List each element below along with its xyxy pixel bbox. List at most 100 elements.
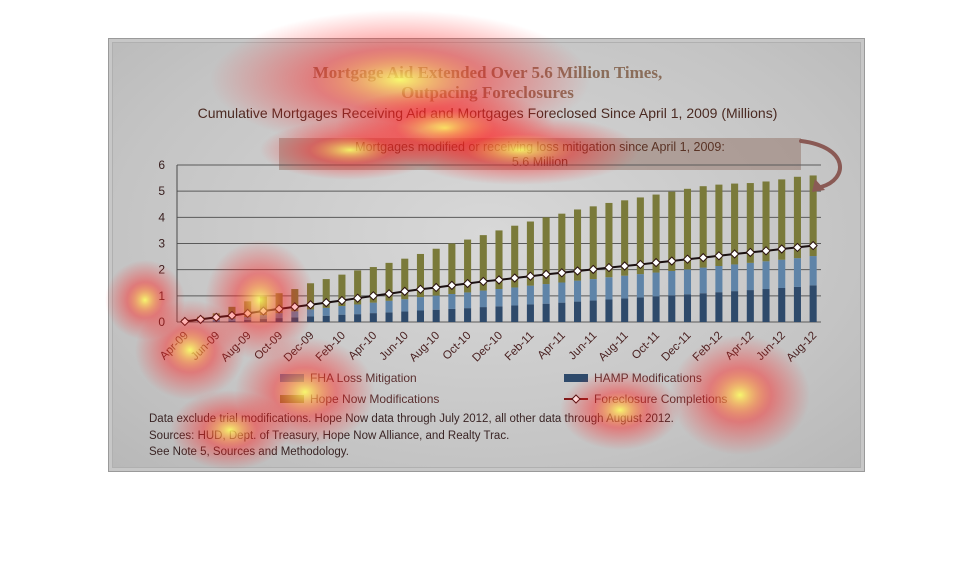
- note-methodology: See Note 5, Sources and Methodology.: [149, 446, 349, 458]
- legend-hamp-swatch: [564, 374, 588, 382]
- foreclosure-point-May-10: [384, 289, 394, 299]
- y-tick-label: 0: [158, 315, 165, 329]
- foreclosure-point-Mar-11: [541, 269, 551, 280]
- bar-fha-loss-mitigation-Feb-12: [715, 266, 723, 293]
- bar-fha-loss-mitigation-Jul-12: [793, 258, 801, 287]
- foreclosure-point-Apr-11: [557, 268, 567, 278]
- legend-foreclosure-swatch: [564, 394, 588, 404]
- x-tick-label: Jun-12: [754, 330, 787, 363]
- plot-area: 0123456Apr-09Jun-09Aug-09Oct-09Dec-09Feb…: [158, 139, 842, 365]
- bar-fha-loss-mitigation-May-11: [574, 280, 582, 302]
- foreclosure-point-May-11: [572, 266, 583, 276]
- bar-fha-loss-mitigation-Jul-10: [416, 297, 424, 311]
- foreclosure-point-Sep-10: [447, 280, 457, 291]
- legend-hamp-label: HAMP Modifications: [594, 371, 702, 385]
- bar-hamp-modifications-Sep-09: [259, 318, 267, 322]
- x-tick-label: Oct-11: [630, 330, 662, 362]
- bar-hamp-modifications-Jan-10: [322, 315, 330, 322]
- bar-fha-loss-mitigation-Apr-10: [369, 302, 377, 314]
- bar-hope-now-modifications-Jan-11: [511, 225, 519, 288]
- bar-hamp-modifications-Sep-10: [448, 308, 456, 322]
- legend-foreclosure-label: Foreclosure Completions: [594, 392, 728, 406]
- foreclosure-point-Jan-10: [321, 297, 331, 308]
- bar-hope-now-modifications-Mar-10: [354, 270, 362, 305]
- bar-hamp-modifications-Dec-11: [683, 294, 692, 322]
- bar-hamp-modifications-Oct-09: [275, 318, 283, 322]
- x-tick-label: Feb-10: [314, 330, 348, 364]
- bar-fha-loss-mitigation-Nov-10: [479, 290, 487, 308]
- foreclosure-point-Apr-09: [180, 316, 190, 327]
- x-tick-label: Aug-10: [408, 330, 443, 365]
- foreclosure-point-Oct-11: [651, 257, 661, 268]
- bar-fha-loss-mitigation-Aug-12: [809, 256, 817, 286]
- foreclosure-point-Nov-10: [478, 276, 488, 287]
- bar-hamp-modifications-Feb-11: [526, 304, 534, 322]
- bar-hamp-modifications-Aug-09: [244, 319, 252, 322]
- foreclosure-point-Jan-11: [510, 273, 520, 283]
- x-tick-label: Jun-09: [189, 330, 222, 363]
- bar-hamp-modifications-Aug-12: [809, 285, 817, 322]
- bar-fha-loss-mitigation-Mar-12: [731, 264, 739, 292]
- bar-hamp-modifications-Apr-11: [558, 302, 566, 322]
- bar-fha-loss-mitigation-Oct-09: [275, 313, 283, 319]
- bar-fha-loss-mitigation-Nov-11: [668, 270, 676, 296]
- bar-hope-now-modifications-Oct-10: [464, 239, 472, 293]
- bar-hope-now-modifications-Feb-12: [715, 184, 723, 267]
- bar-fha-loss-mitigation-Feb-10: [338, 306, 346, 315]
- bar-hope-now-modifications-Apr-12: [746, 183, 754, 263]
- foreclosure-point-Mar-12: [729, 249, 740, 259]
- legend-foreclosure: Foreclosure Completions: [564, 392, 727, 406]
- x-tick-label: Dec-10: [470, 330, 505, 365]
- bar-hope-now-modifications-Sep-10: [448, 243, 456, 295]
- bar-fha-loss-mitigation-May-12: [762, 261, 770, 290]
- bar-hamp-modifications-Apr-10: [369, 313, 377, 322]
- legend-fha-swatch: [280, 374, 304, 382]
- bar-fha-loss-mitigation-Sep-10: [448, 294, 456, 309]
- callout-arrow: [799, 139, 842, 189]
- bar-hamp-modifications-Mar-12: [731, 291, 739, 322]
- bar-fha-loss-mitigation-Jul-11: [605, 277, 613, 300]
- bar-hamp-modifications-May-10: [385, 312, 393, 322]
- x-tick-label: Feb-12: [691, 330, 725, 364]
- bar-hamp-modifications-Oct-11: [652, 296, 660, 322]
- bar-hamp-modifications-Jan-12: [699, 293, 707, 322]
- bar-hope-now-modifications-May-10: [385, 262, 393, 301]
- bar-hope-now-modifications-Jan-12: [699, 186, 707, 268]
- bar-fha-loss-mitigation-Mar-10: [354, 304, 362, 315]
- bar-fha-loss-mitigation-Jun-11: [589, 279, 597, 301]
- bar-hamp-modifications-Feb-12: [715, 292, 723, 322]
- bar-hope-now-modifications-Jun-11: [589, 206, 597, 280]
- bar-hope-now-modifications-Oct-11: [652, 194, 660, 273]
- foreclosure-point-Apr-10: [368, 291, 379, 301]
- bar-hope-now-modifications-Feb-10: [338, 274, 346, 307]
- bar-hamp-modifications-Aug-10: [432, 309, 440, 322]
- bar-hope-now-modifications-Apr-10: [369, 267, 377, 303]
- x-tick-label: Apr-12: [724, 330, 757, 363]
- legend-fha-label: FHA Loss Mitigation: [310, 371, 417, 385]
- x-tick-label: Dec-09: [282, 330, 317, 365]
- bar-hamp-modifications-Feb-10: [338, 314, 346, 322]
- bar-fha-loss-mitigation-Nov-09: [291, 311, 299, 318]
- x-tick-label: Oct-10: [441, 330, 474, 363]
- foreclosure-point-Aug-10: [431, 282, 441, 293]
- bar-hope-now-modifications-Mar-11: [542, 217, 550, 285]
- bar-fha-loss-mitigation-Apr-11: [558, 282, 566, 303]
- bar-fha-loss-mitigation-Dec-09: [306, 309, 315, 317]
- bar-hope-now-modifications-Aug-11: [621, 200, 629, 276]
- foreclosure-point-Apr-12: [745, 247, 756, 258]
- bar-hope-now-modifications-Mar-12: [731, 183, 739, 265]
- y-tick-label: 1: [158, 289, 165, 303]
- bar-hamp-modifications-Mar-11: [542, 303, 550, 322]
- legend-hope: Hope Now Modifications: [280, 392, 439, 406]
- bar-fha-loss-mitigation-Jun-10: [401, 299, 409, 312]
- foreclosure-point-Dec-11: [682, 254, 693, 264]
- bar-fha-loss-mitigation-Jan-10: [322, 307, 330, 316]
- x-tick-label: Apr-10: [347, 330, 380, 363]
- foreclosure-point-Oct-10: [462, 278, 473, 289]
- bar-hamp-modifications-Jul-09: [228, 320, 236, 322]
- x-tick-label: Dec-11: [660, 330, 694, 364]
- bar-hope-now-modifications-Jan-10: [322, 279, 330, 308]
- x-tick-label: Jun-11: [567, 330, 600, 363]
- bar-fha-loss-mitigation-Jun-12: [778, 259, 786, 288]
- legend-hope-swatch: [280, 395, 304, 403]
